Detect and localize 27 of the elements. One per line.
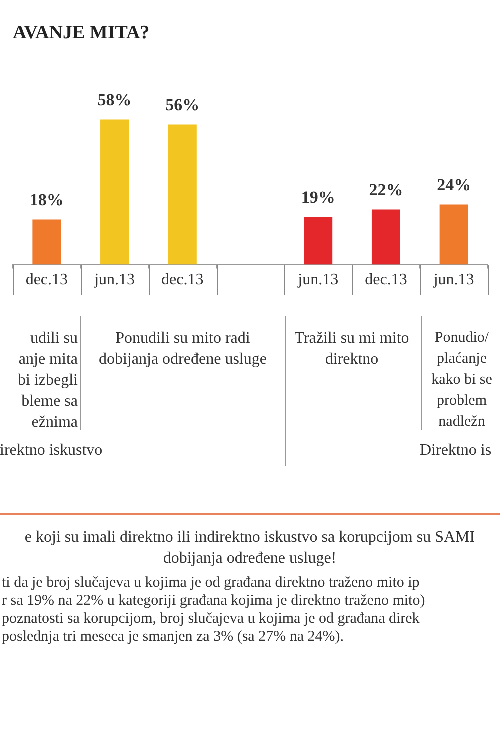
data-label: 58% [98,90,132,110]
bar [440,204,468,265]
bar [32,220,62,265]
bar [372,210,400,265]
text: Ponudili su mito radi dobijanja određene usluge [98,329,268,370]
chart-title: AVANJE MITA? [13,22,150,44]
data-label: 22% [369,180,404,200]
data-label: 56% [166,96,200,115]
text: udili su anje mita bi izbegli bleme sa ežnima [17,329,78,433]
text: Tražili su mi mito direktno [294,329,410,370]
bar [168,124,197,265]
x-tick-label: dec.13 [26,272,68,289]
text: e koji su imali direktno ili indirektno iskustvo sa korupcijom su SAMI dobijanja određene usluge! [24,528,476,569]
x-tick-label: jun.13 [297,272,339,289]
x-tick-label: dec.13 [162,272,204,289]
bar [304,217,333,265]
data-label: 24% [437,176,472,195]
x-tick-label: dec.13 [365,272,408,289]
text: irektno iskustvo [0,441,104,461]
x-tick-label: jun.13 [94,272,136,289]
x-tick-label: jun.13 [432,272,474,289]
data-label: 19% [301,188,336,208]
text: Direktno is [420,441,493,461]
text: ti da je broj slučajeva u kojima je od građana direktno traženo mito ip r sa 19% na 22% u kategoriji građana kojima je direktno traženo mito) poznatosti sa korupcijom, broj slučajeva u kojima je od građana direk poslednja tri meseca je smanjen za 3% (sa 27% na 24%). [2,574,426,646]
bar [100,120,130,265]
data-label: 18% [30,190,64,210]
text: Ponudio/ plaćanje kako bi se problem nadležn [430,329,494,432]
